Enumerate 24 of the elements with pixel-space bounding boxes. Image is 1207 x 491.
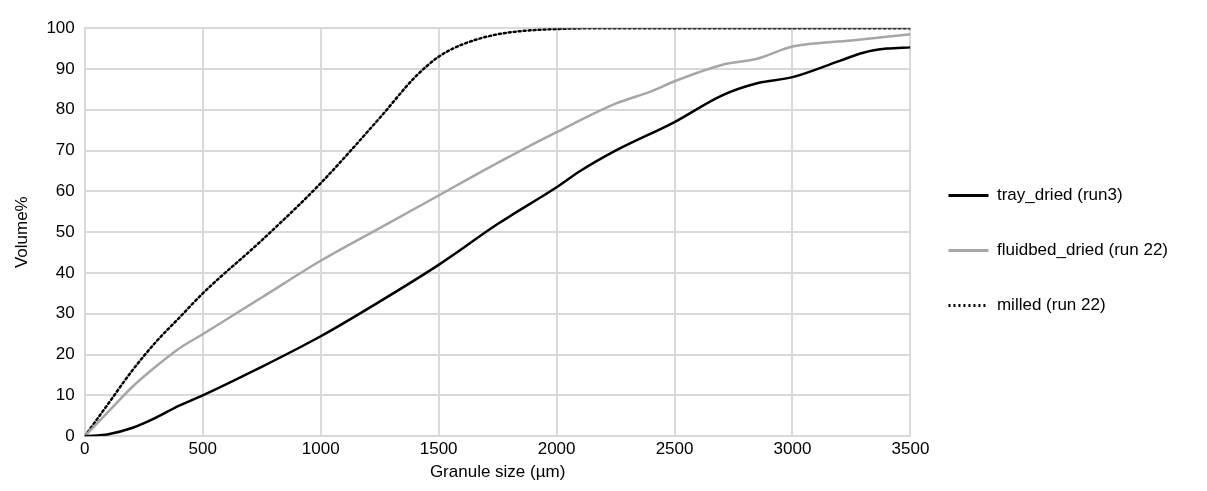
x-tick-label: 1000 [301,439,340,459]
x-tick-label: 2500 [655,439,694,459]
y-tick-label: 20 [55,344,75,364]
y-tick-label: 60 [55,181,75,201]
y-tick-label: 90 [55,58,75,78]
x-axis-title: Granule size (µm) [429,462,566,482]
y-tick-label: 50 [55,221,75,241]
y-tick-label: 100 [46,17,75,37]
y-tick-label: 40 [55,262,75,282]
y-axis-title: Volume% [11,196,31,269]
x-tick-label: 0 [80,439,90,459]
legend-label: milled (run 22) [996,295,1106,315]
y-tick-label: 70 [55,140,75,160]
x-tick-label: 500 [188,439,217,459]
x-tick-label: 3000 [773,439,812,459]
legend-label: fluidbed_dried (run 22) [996,240,1169,260]
x-tick-label: 2000 [537,439,576,459]
y-tick-label: 0 [65,425,75,445]
y-tick-label: 10 [55,385,75,405]
x-tick-label: 1500 [419,439,458,459]
legend-label: tray_dried (run3) [996,185,1123,205]
y-tick-label: 30 [55,303,75,323]
x-tick-label: 3500 [891,439,930,459]
y-tick-label: 80 [55,99,75,119]
